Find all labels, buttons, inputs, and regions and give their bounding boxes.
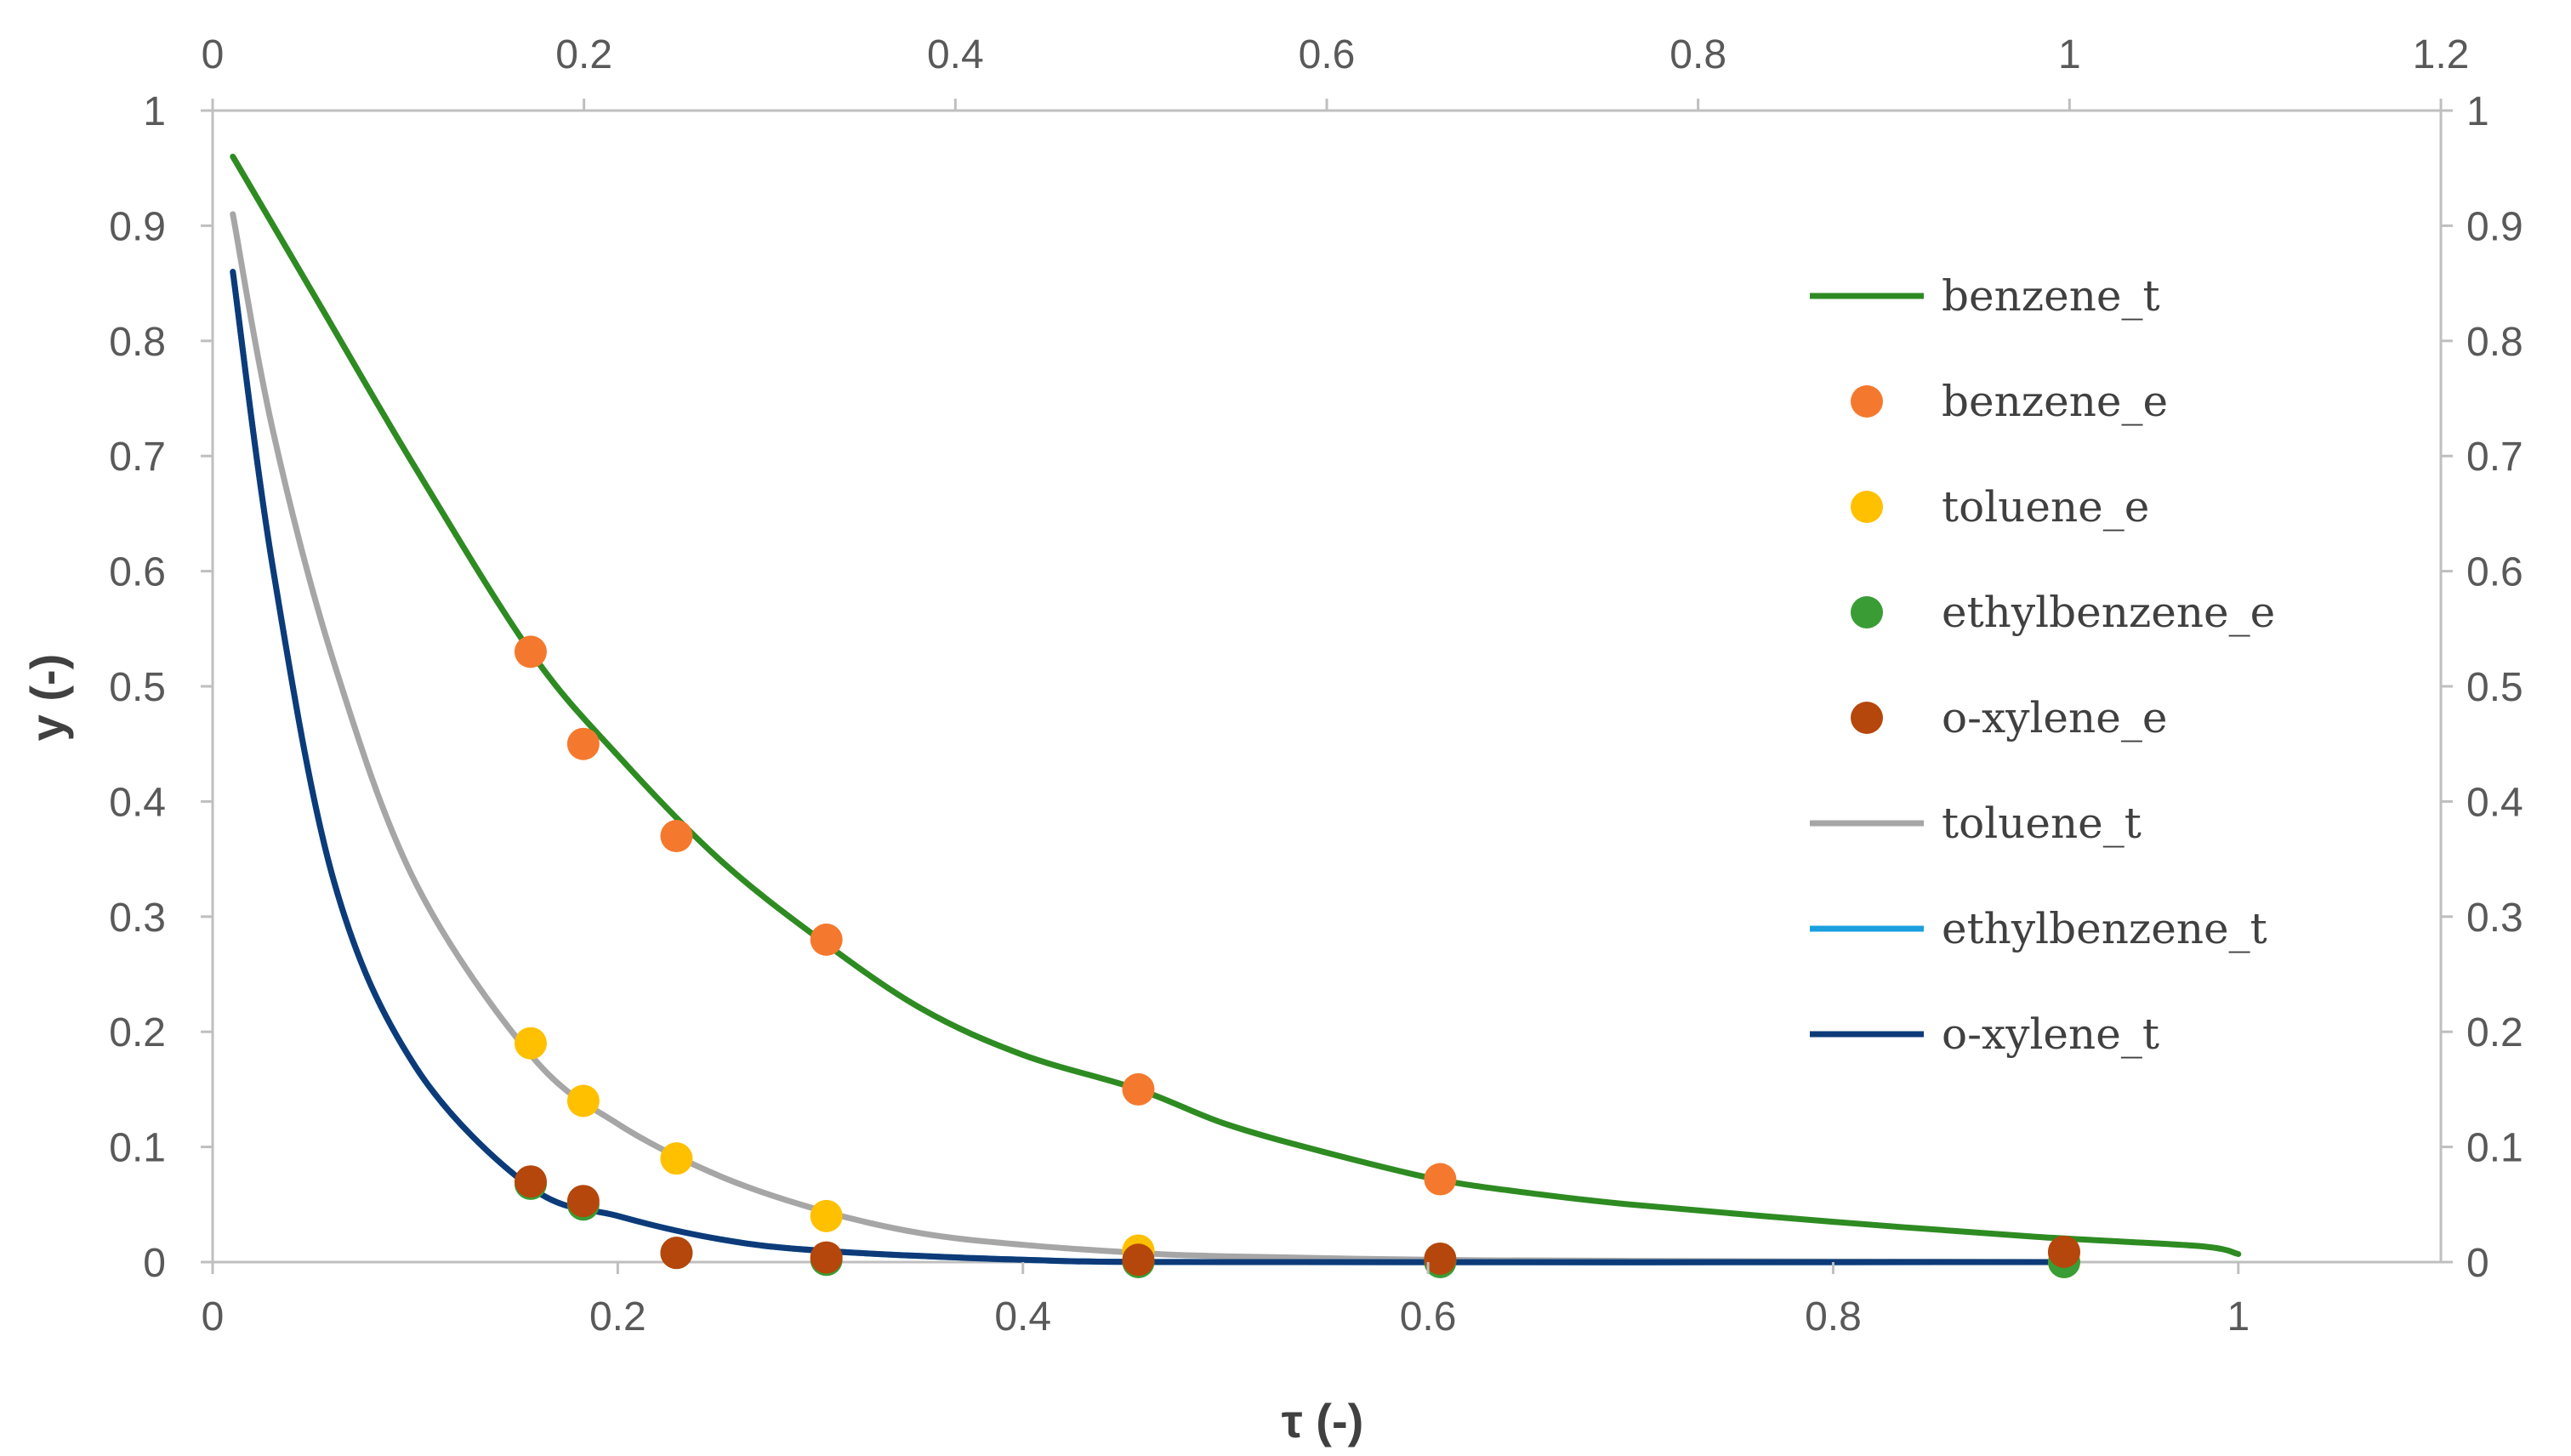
- left-tick-label: 0: [143, 1241, 166, 1286]
- data-point-benzene_e: [1122, 1072, 1155, 1106]
- right-tick-label: 1: [2466, 89, 2489, 134]
- axis-ticks: 0 0.2 0.4 0.6 0.8 10 0.2 0.4 0.6 0.8 1 1.200.10.20.…: [109, 32, 2523, 1339]
- data-point-benzene_e: [514, 635, 547, 668]
- data-point-toluene_e: [810, 1199, 843, 1232]
- legend-swatch-marker: [1851, 702, 1883, 734]
- data-point-o-xylene_e: [810, 1241, 843, 1274]
- left-tick-label: 0.5: [109, 665, 166, 710]
- right-tick-label: 0.2: [2466, 1010, 2523, 1055]
- legend-swatch-marker: [1851, 491, 1883, 523]
- series-line-toluene_t: [230, 211, 2068, 1265]
- legend-item-o-xylene_t: o-xylene_t: [1810, 1010, 2159, 1059]
- legend: benzene_t benzene_e toluene_e ethylbenzene_…: [1810, 271, 2275, 1059]
- bottom-tick-label: 0.6: [1400, 1294, 1457, 1339]
- left-tick-label: 0.9: [109, 204, 166, 249]
- top-tick-label: 0: [202, 32, 225, 77]
- legend-label: toluene_e: [1942, 482, 2149, 532]
- y-axis-title: y (-): [20, 654, 74, 742]
- data-point-benzene_e: [660, 820, 693, 853]
- right-tick-label: 0.8: [2466, 320, 2523, 365]
- left-tick-label: 0.8: [109, 320, 166, 365]
- left-tick-label: 0.3: [109, 896, 166, 941]
- data-point-toluene_e: [514, 1027, 547, 1060]
- legend-item-benzene_e: benzene_e: [1851, 377, 2168, 426]
- top-tick-label: 1: [2058, 32, 2081, 77]
- left-tick-label: 0.1: [109, 1126, 166, 1171]
- left-tick-label: 0.7: [109, 435, 166, 480]
- legend-label: o-xylene_e: [1942, 693, 2167, 742]
- legend-item-o-xylene_e: o-xylene_e: [1851, 693, 2167, 742]
- legend-item-benzene_t: benzene_t: [1810, 271, 2160, 321]
- bottom-tick-label: 0.2: [589, 1294, 646, 1339]
- data-point-toluene_e: [566, 1084, 600, 1118]
- legend-label: benzene_e: [1942, 377, 2168, 426]
- series-line-o-xylene_t: [230, 269, 2068, 1265]
- top-tick-label: 0.4: [927, 32, 984, 77]
- left-tick-label: 1: [143, 89, 166, 134]
- data-point-toluene_e: [660, 1142, 693, 1175]
- series-lines: [230, 153, 2242, 1265]
- x-axis-title: τ (-): [1282, 1394, 1364, 1447]
- legend-label: benzene_t: [1942, 271, 2160, 321]
- right-tick-label: 0.3: [2466, 896, 2523, 941]
- data-point-o-xylene_e: [1122, 1243, 1155, 1277]
- legend-item-toluene_t: toluene_t: [1810, 799, 2142, 848]
- series-line-benzene_t: [230, 153, 2242, 1257]
- legend-label: toluene_t: [1942, 799, 2142, 848]
- left-tick-label: 0.6: [109, 550, 166, 595]
- right-tick-label: 0.5: [2466, 665, 2523, 710]
- top-tick-label: 0.2: [555, 32, 612, 77]
- bottom-tick-label: 0.4: [994, 1294, 1051, 1339]
- legend-item-toluene_e: toluene_e: [1851, 482, 2149, 532]
- legend-item-ethylbenzene_e: ethylbenzene_e: [1851, 588, 2275, 637]
- data-point-benzene_e: [810, 923, 843, 956]
- data-point-benzene_e: [566, 727, 600, 760]
- right-tick-label: 0.4: [2466, 780, 2523, 825]
- right-tick-label: 0.9: [2466, 204, 2523, 249]
- top-tick-label: 0.6: [1299, 32, 1356, 77]
- data-point-benzene_e: [1424, 1163, 1457, 1196]
- data-point-o-xylene_e: [1424, 1242, 1457, 1275]
- data-point-o-xylene_e: [660, 1237, 693, 1270]
- legend-label: ethylbenzene_e: [1942, 588, 2275, 637]
- right-tick-label: 0.7: [2466, 435, 2523, 480]
- data-point-o-xylene_e: [566, 1185, 600, 1218]
- series-line-ethylbenzene_t: [230, 269, 2068, 1265]
- right-tick-label: 0: [2466, 1241, 2489, 1286]
- right-tick-label: 0.6: [2466, 550, 2523, 595]
- left-tick-label: 0.4: [109, 780, 166, 825]
- right-tick-label: 0.1: [2466, 1126, 2523, 1171]
- series-markers: [514, 635, 2080, 1278]
- legend-swatch-marker: [1851, 596, 1883, 628]
- top-tick-label: 1.2: [2413, 32, 2470, 77]
- bottom-tick-label: 0.8: [1805, 1294, 1862, 1339]
- legend-swatch-marker: [1851, 385, 1883, 418]
- legend-label: o-xylene_t: [1942, 1010, 2159, 1059]
- legend-item-ethylbenzene_t: ethylbenzene_t: [1810, 904, 2267, 953]
- top-tick-label: 0.8: [1669, 32, 1726, 77]
- bottom-tick-label: 0: [202, 1294, 225, 1339]
- data-point-o-xylene_e: [2047, 1235, 2080, 1268]
- data-point-o-xylene_e: [514, 1165, 547, 1198]
- legend-label: ethylbenzene_t: [1942, 904, 2267, 953]
- left-tick-label: 0.2: [109, 1010, 166, 1055]
- bottom-tick-label: 1: [2227, 1294, 2250, 1339]
